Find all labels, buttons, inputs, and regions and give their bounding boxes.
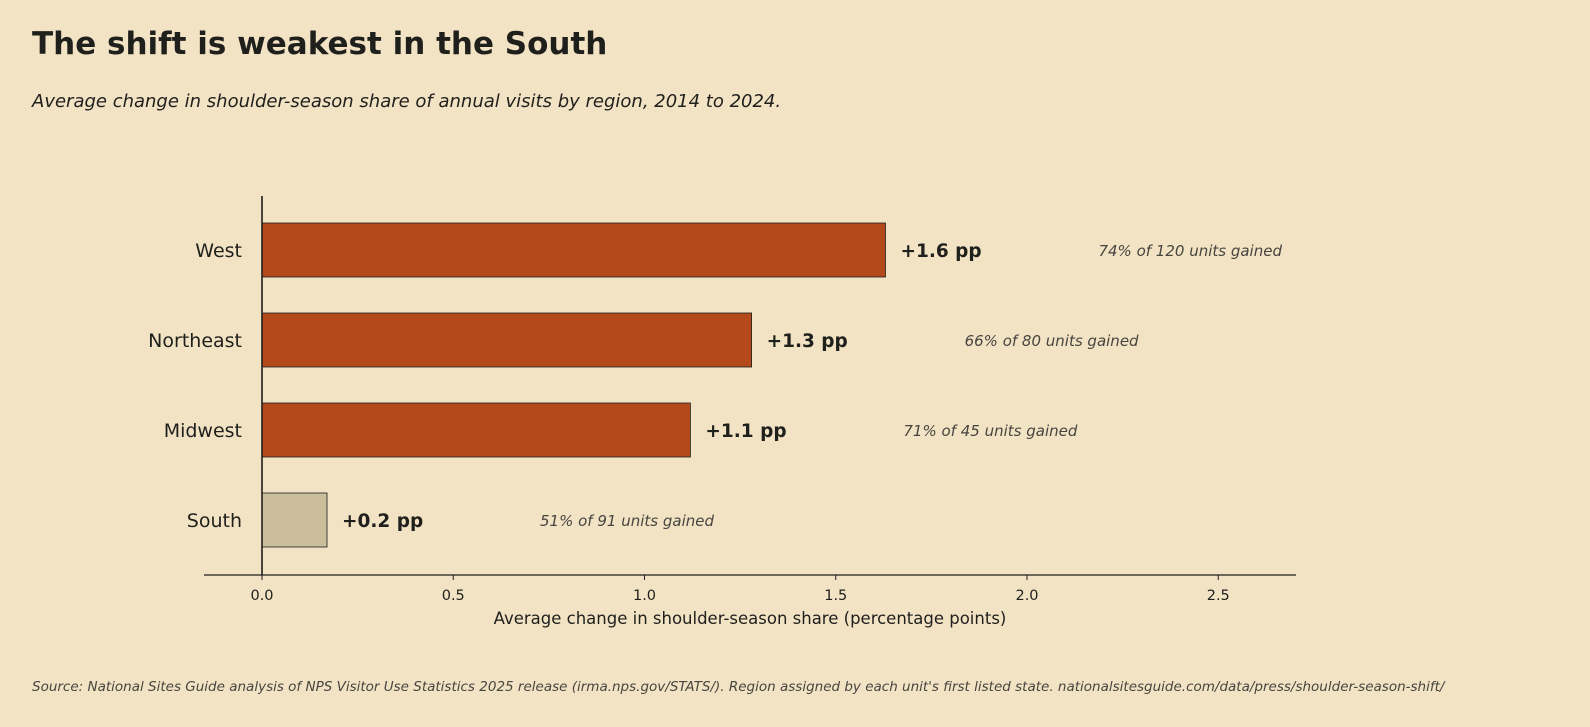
x-tick-label: 2.0 xyxy=(1015,588,1038,604)
bar-south xyxy=(261,492,328,548)
x-tick-label: 2.5 xyxy=(1207,588,1230,604)
bars-layer: West +1.6 pp 74% of 120 units gained Northe… xyxy=(148,222,1282,548)
annotation-label: 51% of 91 units gained xyxy=(540,512,714,530)
bar-midwest xyxy=(261,402,691,458)
x-tick-label: 1.0 xyxy=(633,588,656,604)
y-tick-label: Northeast xyxy=(148,330,242,352)
annotation-label: 74% of 120 units gained xyxy=(1098,242,1282,260)
chart-title: The shift is weakest in the South xyxy=(32,26,608,62)
y-tick-label: West xyxy=(195,240,242,262)
axes-layer: 0.0 0.5 1.0 1.5 2.0 2.5 xyxy=(204,196,1296,604)
chart-subtitle: Average change in shoulder-season share … xyxy=(32,91,782,112)
y-tick-label: South xyxy=(187,510,242,532)
bar-west xyxy=(261,222,886,278)
annotation-label: 66% of 80 units gained xyxy=(965,332,1139,350)
source-note: Source: National Sites Guide analysis of… xyxy=(32,679,1445,695)
x-axis-title: Average change in shoulder-season share … xyxy=(494,609,1007,628)
x-tick-label: 0.0 xyxy=(250,588,273,604)
value-label: +1.3 pp xyxy=(767,331,848,352)
value-label: +1.1 pp xyxy=(705,421,786,442)
x-tick-label: 0.5 xyxy=(442,588,465,604)
bar-northeast xyxy=(261,312,753,368)
annotation-label: 71% of 45 units gained xyxy=(903,422,1077,440)
y-tick-label: Midwest xyxy=(164,420,242,442)
x-tick-label: 1.5 xyxy=(824,588,847,604)
value-label: +1.6 pp xyxy=(900,241,981,262)
value-label: +0.2 pp xyxy=(342,511,423,532)
